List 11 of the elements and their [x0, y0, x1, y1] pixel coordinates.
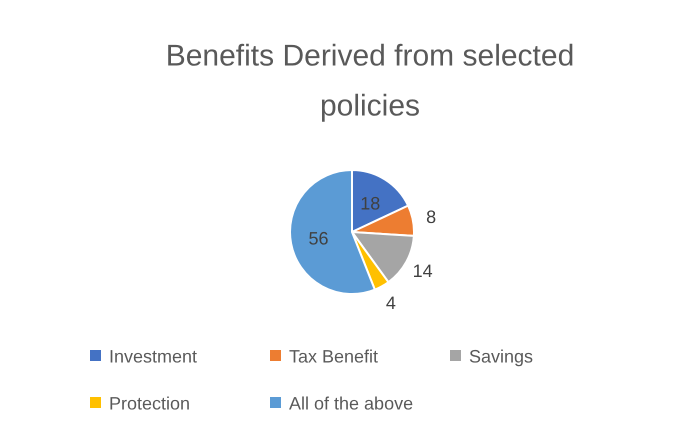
- legend-label: Savings: [469, 346, 534, 366]
- data-label: 56: [308, 228, 329, 249]
- legend-label: Investment: [109, 346, 198, 366]
- data-label: 8: [426, 207, 436, 228]
- legend-label: Protection: [109, 393, 190, 414]
- data-label: 18: [360, 194, 380, 214]
- legend-label: All of the above: [289, 393, 414, 414]
- chart-title: Benefits Derived from selected policies: [166, 40, 574, 122]
- data-label: 4: [386, 292, 396, 313]
- legend-label: Tax Benefit: [289, 346, 378, 366]
- data-label: 14: [412, 261, 433, 282]
